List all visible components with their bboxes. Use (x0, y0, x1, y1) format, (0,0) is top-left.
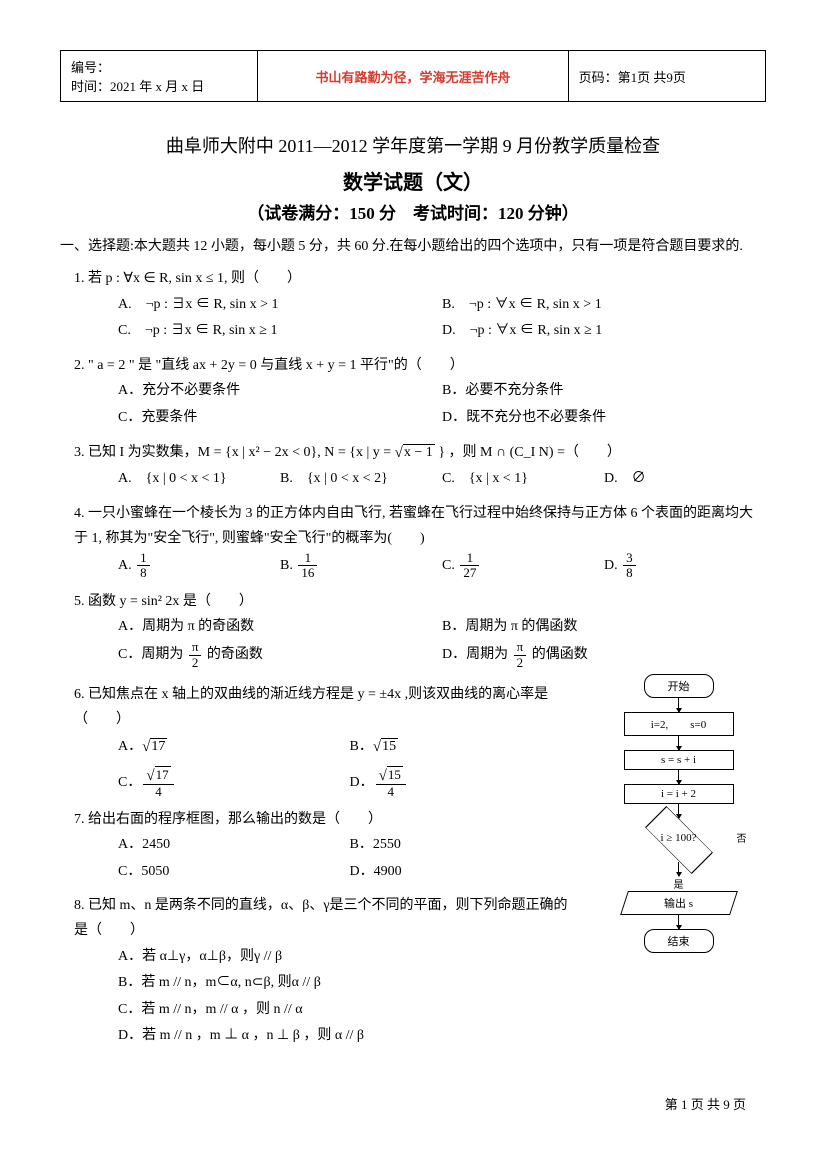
page-footer: 第 1 页 共 9 页 (60, 1094, 766, 1113)
q4a-label: A. (118, 558, 132, 573)
q3-opt-a: A. {x | 0 < x < 1} (118, 466, 280, 493)
q6-opt-b: B．√15 (350, 732, 582, 761)
fc-no-label: 否 (737, 830, 747, 845)
fc-init: i=2, s=0 (624, 712, 734, 736)
question-3: 3. 已知 I 为实数集，M = {x | x² − 2x < 0}, N = … (74, 439, 766, 493)
fc-step2: i = i + 2 (624, 784, 734, 804)
fc-arrow-icon (678, 698, 679, 712)
q8-stem: 8. 已知 m、n 是两条不同的直线，α、β、γ是三个不同的平面，则下列命题正确… (74, 893, 581, 943)
fc-arrow-icon (678, 770, 679, 784)
q1-opt-b: B. ¬p : ∀x ∈ R, sin x > 1 (442, 292, 766, 319)
q4-stem: 4. 一只小蜜蜂在一个棱长为 3 的正方体内自由飞行, 若蜜蜂在飞行过程中始终保… (74, 501, 766, 551)
q2-opt-d: D．既不充分也不必要条件 (442, 405, 766, 432)
q1-opt-d: D. ¬p : ∀x ∈ R, sin x ≥ 1 (442, 318, 766, 345)
fc-output: 输出 s (620, 891, 738, 915)
question-8: 8. 已知 m、n 是两条不同的直线，α、β、γ是三个不同的平面，则下列命题正确… (74, 893, 581, 1050)
q5-opt-a: A．周期为 π 的奇函数 (118, 614, 442, 641)
fc-start: 开始 (644, 674, 714, 698)
q5-opt-d: D．周期为 π2 的偶函数 (442, 640, 766, 670)
doc-date-label: 时间：2021 年 x 月 x 日 (71, 76, 247, 95)
doc-id-label: 编号： (71, 57, 247, 76)
q8-opt-c: C．若 m // n，m // α ，则 n // α (118, 997, 581, 1024)
q7-stem: 7. 给出右面的程序框图，那么输出的数是（ ） (74, 807, 581, 832)
q3-stem: 3. 已知 I 为实数集，M = {x | x² − 2x < 0}, N = … (74, 439, 766, 466)
fc-arrow-icon (678, 804, 679, 818)
q6-stem: 6. 已知焦点在 x 轴上的双曲线的渐近线方程是 y = ±4x ,则该双曲线的… (74, 682, 581, 732)
q7-opt-d: D．4900 (350, 859, 582, 886)
q6-opt-c: C．√174 (118, 767, 350, 799)
q4-opt-c: C. 127 (442, 551, 604, 581)
q4-opt-d: D. 38 (604, 551, 766, 581)
header-center-motto: 书山有路勤为径，学海无涯苦作舟 (258, 51, 568, 102)
q2-opt-c: C．充要条件 (118, 405, 442, 432)
q6-opt-a: A．√17 (118, 732, 350, 761)
question-5: 5. 函数 y = sin² 2x 是（ ） A．周期为 π 的奇函数 B．周期… (74, 589, 766, 670)
q4d-label: D. (604, 558, 618, 573)
q3-sqrt: x − 1 (403, 444, 435, 460)
q3-opt-d: D. ∅ (604, 466, 766, 493)
q3-opt-c: C. {x | x < 1} (442, 466, 604, 493)
question-1: 1. 若 p : ∀x ∈ R, sin x ≤ 1, 则（ ） A. ¬p :… (74, 266, 766, 344)
q6-opt-d: D．√154 (350, 767, 582, 799)
q8-opt-a: A．若 α⊥γ，α⊥β，则γ // β (118, 944, 581, 971)
radical-icon: √ (395, 445, 403, 461)
q5-opt-c: C．周期为 π2 的奇函数 (118, 640, 442, 670)
q5-stem: 5. 函数 y = sin² 2x 是（ ） (74, 589, 766, 614)
question-7: 7. 给出右面的程序框图，那么输出的数是（ ） A．2450 B．2550 C．… (74, 807, 581, 885)
q6to8-with-flowchart: 6. 已知焦点在 x 轴上的双曲线的渐近线方程是 y = ±4x ,则该双曲线的… (60, 674, 766, 1054)
q8-opt-b: B．若 m // n，m⊂α, n⊂β, 则α // β (118, 970, 581, 997)
fc-arrow-icon (678, 862, 679, 876)
fc-arrow-icon (678, 736, 679, 750)
exam-title: 曲阜师大附中 2011—2012 学年度第一学期 9 月份教学质量检查 (60, 132, 766, 158)
q7-opt-b: B．2550 (350, 832, 582, 859)
q2-opt-b: B．必要不充分条件 (442, 378, 766, 405)
q3-stem-suffix: } ，则 M ∩ (C_I N) =（ ） (435, 445, 621, 460)
question-6: 6. 已知焦点在 x 轴上的双曲线的渐近线方程是 y = ±4x ,则该双曲线的… (74, 682, 581, 799)
fc-decision: i ≥ 100? 否 (629, 818, 729, 862)
header-table: 编号： 时间：2021 年 x 月 x 日 书山有路勤为径，学海无涯苦作舟 页码… (60, 50, 766, 102)
exam-info: （试卷满分：150 分 考试时间：120 分钟） (60, 199, 766, 224)
question-2: 2. " a = 2 " 是 "直线 ax + 2y = 0 与直线 x + y… (74, 353, 766, 431)
q8-opt-d: D．若 m // n ，m ⊥ α ，n ⊥ β ，则 α // β (118, 1023, 581, 1050)
q7-opt-c: C．5050 (118, 859, 350, 886)
header-page-label: 页码：第1页 共9页 (568, 51, 765, 102)
exam-subtitle: 数学试题（文） (60, 166, 766, 195)
exam-page: 编号： 时间：2021 年 x 月 x 日 书山有路勤为径，学海无涯苦作舟 页码… (0, 0, 826, 1143)
q4c-label: C. (442, 558, 455, 573)
q6to8-column: 6. 已知焦点在 x 轴上的双曲线的渐近线方程是 y = ±4x ,则该双曲线的… (60, 674, 581, 1054)
section-1-heading: 一、选择题:本大题共 12 小题，每小题 5 分，共 60 分.在每小题给出的四… (60, 236, 766, 258)
fc-yes-label: 是 (674, 880, 684, 891)
q2-opt-a: A．充分不必要条件 (118, 378, 442, 405)
q7-opt-a: A．2450 (118, 832, 350, 859)
q4b-label: B. (280, 558, 293, 573)
q5-opt-b: B．周期为 π 的偶函数 (442, 614, 766, 641)
flowchart-diagram: 开始 i=2, s=0 s = s + i i = i + 2 i ≥ 100?… (591, 674, 766, 953)
fc-arrow-icon (678, 915, 679, 929)
q4-opt-b: B. 116 (280, 551, 442, 581)
fc-end: 结束 (644, 929, 714, 953)
fc-step1: s = s + i (624, 750, 734, 770)
q1-stem: 1. 若 p : ∀x ∈ R, sin x ≤ 1, 则（ ） (74, 266, 766, 291)
q3-opt-b: B. {x | 0 < x < 2} (280, 466, 442, 493)
q1-opt-c: C. ¬p : ∃x ∈ R, sin x ≥ 1 (118, 318, 442, 345)
q1-opt-a: A. ¬p : ∃x ∈ R, sin x > 1 (118, 292, 442, 319)
question-4: 4. 一只小蜜蜂在一个棱长为 3 的正方体内自由飞行, 若蜜蜂在飞行过程中始终保… (74, 501, 766, 581)
header-left-cell: 编号： 时间：2021 年 x 月 x 日 (61, 51, 258, 102)
q2-stem: 2. " a = 2 " 是 "直线 ax + 2y = 0 与直线 x + y… (74, 353, 766, 378)
q3-stem-prefix: 3. 已知 I 为实数集，M = {x | x² − 2x < 0}, N = … (74, 445, 395, 460)
q4-opt-a: A. 18 (118, 551, 280, 581)
